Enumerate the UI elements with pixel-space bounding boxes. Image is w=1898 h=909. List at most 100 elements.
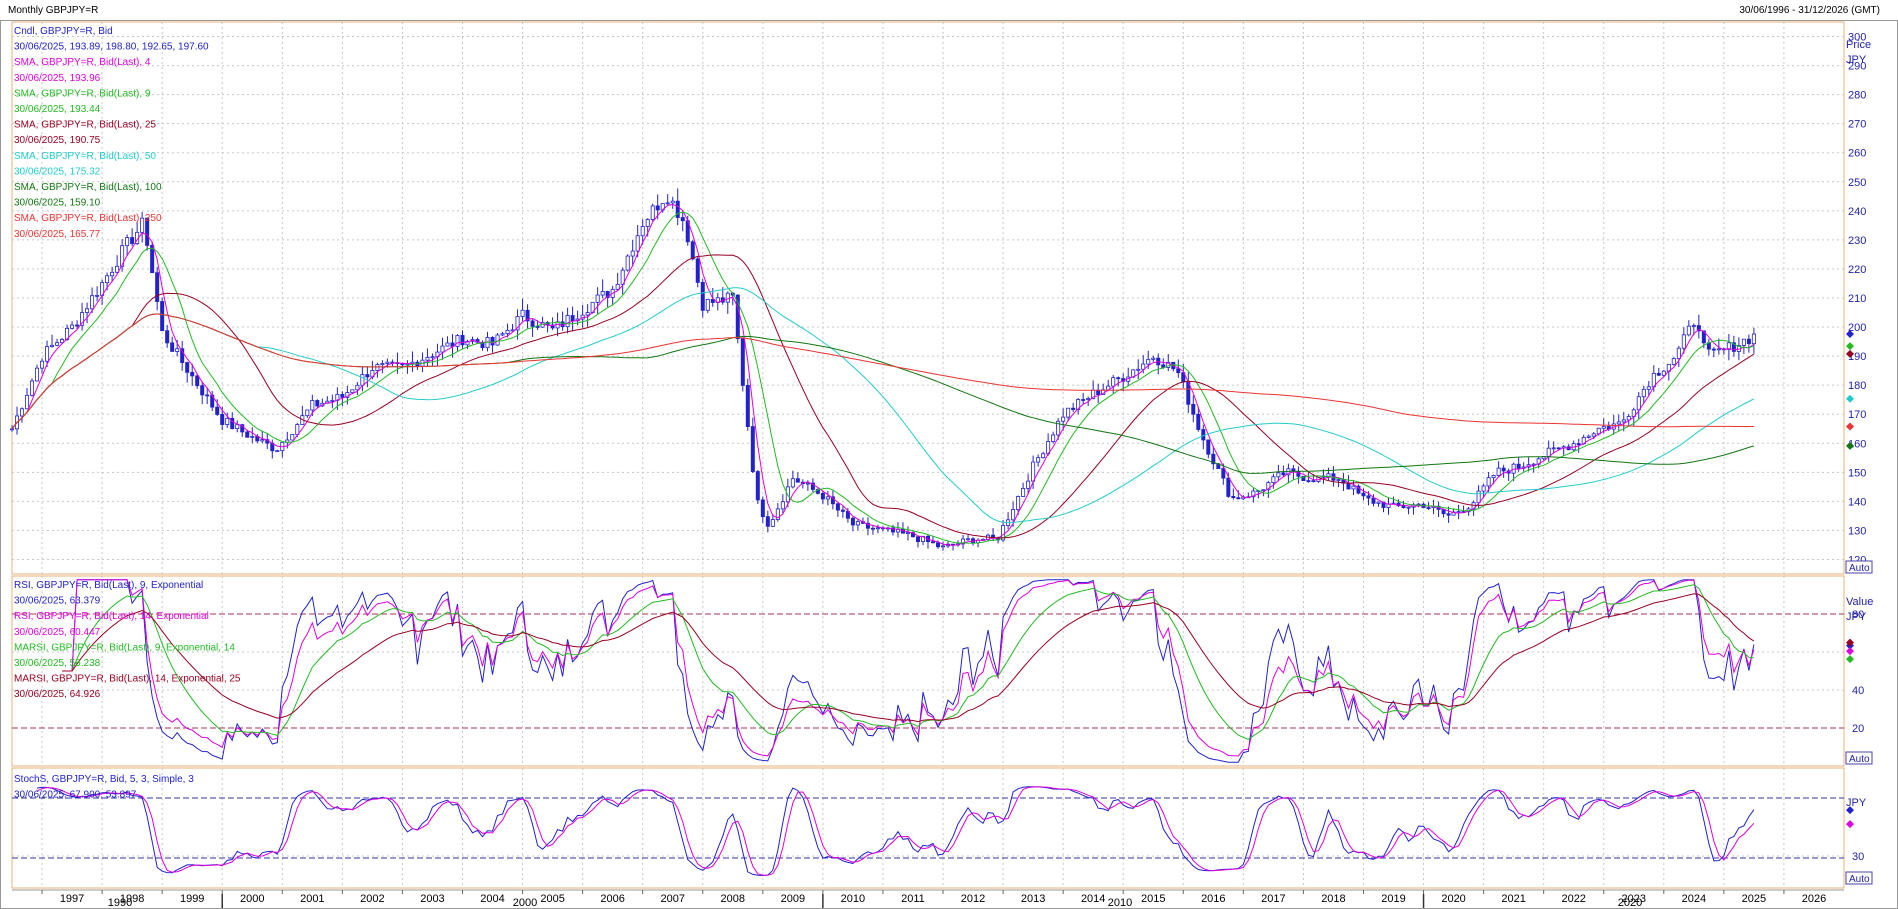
legend-label: SMA, GBPJPY=R, Bid(Last), 250 — [14, 213, 162, 224]
price-axis-title: Price — [1846, 39, 1871, 51]
candle — [40, 358, 45, 374]
candle — [1116, 376, 1121, 387]
candle — [1251, 488, 1256, 503]
candle — [440, 337, 445, 360]
candle — [1296, 466, 1301, 484]
candle — [305, 409, 310, 418]
candle — [1636, 391, 1641, 420]
candle — [670, 196, 675, 209]
candle — [1746, 334, 1751, 353]
decade-label: 2010 — [1108, 897, 1132, 909]
candle — [680, 210, 685, 232]
legend-value: 30/06/2025, 64.926 — [14, 689, 101, 700]
candle — [25, 388, 30, 410]
candle — [1726, 334, 1731, 361]
price-tick-label: 150 — [1848, 467, 1866, 479]
candle — [130, 228, 135, 247]
chart-header: Monthly GBPJPY=R 30/06/1996 - 31/12/2026… — [0, 0, 1898, 20]
year-tick-label: 2002 — [360, 893, 384, 905]
candle — [565, 307, 570, 334]
candle — [225, 412, 230, 428]
rsi-axis-title: Value — [1846, 596, 1873, 608]
sma-4-line — [11, 203, 1755, 546]
year-tick-label: 2013 — [1021, 893, 1045, 905]
price-auto-button[interactable]: Auto — [1845, 560, 1873, 574]
candle — [195, 373, 200, 389]
candle — [490, 336, 495, 353]
year-tick-label: 2010 — [841, 893, 865, 905]
candle — [865, 517, 870, 536]
candle — [1671, 357, 1676, 366]
candle — [435, 343, 440, 366]
candle — [835, 502, 840, 517]
candle — [1041, 451, 1046, 459]
candle — [740, 337, 745, 392]
chart-canvas[interactable]: Price JPY 120130140150160170180190200210… — [0, 20, 1898, 909]
candle — [1326, 467, 1331, 481]
candle — [250, 427, 255, 444]
candle — [1641, 385, 1646, 404]
candle — [931, 536, 936, 544]
candle — [55, 338, 60, 347]
candle — [1616, 414, 1621, 431]
year-tick-label: 2023 — [1622, 893, 1646, 905]
candle — [120, 239, 125, 272]
decade-label: 1990 — [108, 897, 132, 909]
legend-value: 30/06/2025, 193.89, 198.80, 192.65, 197.… — [14, 42, 209, 53]
candle — [1516, 457, 1521, 472]
candle — [560, 311, 565, 331]
candle — [70, 321, 75, 330]
candle — [605, 290, 610, 308]
candle — [855, 519, 860, 531]
candle — [460, 330, 465, 350]
candle — [215, 399, 220, 417]
candle — [991, 527, 996, 542]
candle — [1496, 461, 1501, 477]
candle — [941, 541, 946, 551]
candle — [580, 304, 585, 328]
price-axis: Price JPY 120130140150160170180190200210… — [1845, 32, 1873, 574]
legend-value: 30/06/2025, 190.75 — [14, 135, 101, 146]
year-tick-label: 2011 — [901, 893, 925, 905]
stoch-auto-button[interactable]: Auto — [1845, 871, 1873, 885]
candle — [630, 239, 635, 267]
rsi-value-marker — [1846, 638, 1854, 647]
candle — [1711, 346, 1716, 358]
candle — [665, 194, 670, 206]
price-value-marker — [1846, 349, 1854, 358]
candle — [1096, 383, 1101, 404]
candle — [820, 490, 825, 505]
candle — [1456, 504, 1461, 520]
candle — [1481, 483, 1486, 498]
candle — [205, 387, 210, 405]
year-tick-label: 2026 — [1802, 893, 1826, 905]
candle — [495, 332, 500, 346]
candle — [700, 279, 705, 318]
candle — [15, 406, 20, 435]
year-tick-label: 1999 — [180, 893, 204, 905]
year-tick-label: 1997 — [60, 893, 84, 905]
price-tick-label: 210 — [1848, 293, 1866, 305]
candle — [515, 309, 520, 340]
price-value-marker — [1846, 441, 1854, 450]
candle — [80, 302, 85, 331]
decade-label: 2000 — [513, 897, 537, 909]
year-tick-label: 2008 — [721, 893, 745, 905]
candle — [185, 361, 190, 383]
candle — [850, 516, 855, 532]
candle — [1351, 479, 1356, 496]
candle — [1561, 445, 1566, 456]
candle — [620, 267, 625, 295]
year-tick-label: 2006 — [600, 893, 624, 905]
candle — [840, 506, 845, 518]
year-tick-label: 2015 — [1141, 893, 1165, 905]
year-tick-label: 2014 — [1081, 893, 1105, 905]
candle — [1646, 381, 1651, 397]
candle — [900, 522, 905, 534]
candle — [885, 526, 890, 532]
candle — [1071, 402, 1076, 413]
candle — [385, 358, 390, 368]
candle — [50, 334, 55, 348]
candle — [375, 362, 380, 378]
rsi-auto-button[interactable]: Auto — [1845, 751, 1873, 765]
